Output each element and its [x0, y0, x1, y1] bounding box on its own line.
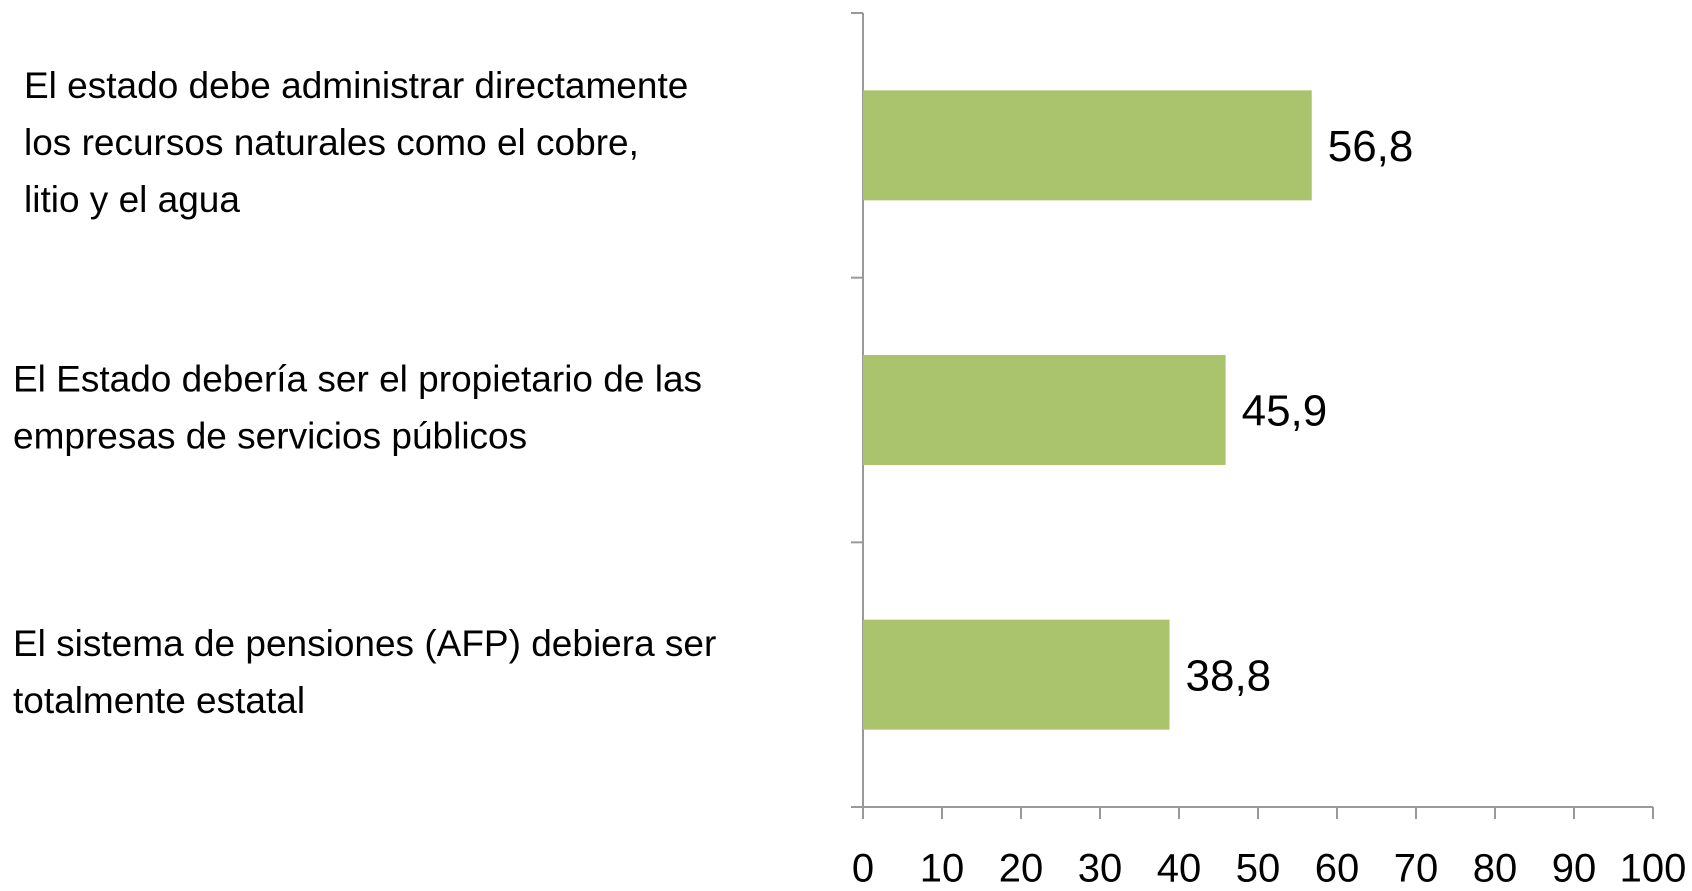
x-tick-label: 60 — [1315, 847, 1360, 891]
x-tick-label: 0 — [852, 847, 874, 891]
x-tick-label: 50 — [1236, 847, 1281, 891]
x-tick-label: 10 — [920, 847, 965, 891]
category-label: totalmente estatal — [13, 680, 305, 721]
category-label: El Estado debería ser el propietario de … — [13, 358, 702, 399]
category-label: El estado debe administrar directamente — [24, 65, 688, 106]
bar — [863, 619, 1170, 730]
x-tick-label: 70 — [1394, 847, 1439, 891]
value-label: 56,8 — [1328, 122, 1414, 171]
bar — [863, 355, 1226, 465]
x-tick-label: 100 — [1620, 847, 1687, 891]
x-tick-label: 30 — [1078, 847, 1123, 891]
category-label: los recursos naturales como el cobre, — [24, 122, 639, 163]
category-label: El sistema de pensiones (AFP) debiera se… — [13, 623, 716, 664]
x-tick-label: 40 — [1157, 847, 1202, 891]
value-label: 38,8 — [1186, 651, 1272, 700]
x-tick-label: 80 — [1473, 847, 1518, 891]
category-label: empresas de servicios públicos — [13, 415, 527, 456]
x-tick-label: 90 — [1552, 847, 1597, 891]
category-label: litio y el agua — [24, 179, 240, 220]
x-tick-label: 20 — [999, 847, 1044, 891]
value-label: 45,9 — [1242, 387, 1328, 436]
bar — [863, 90, 1312, 201]
